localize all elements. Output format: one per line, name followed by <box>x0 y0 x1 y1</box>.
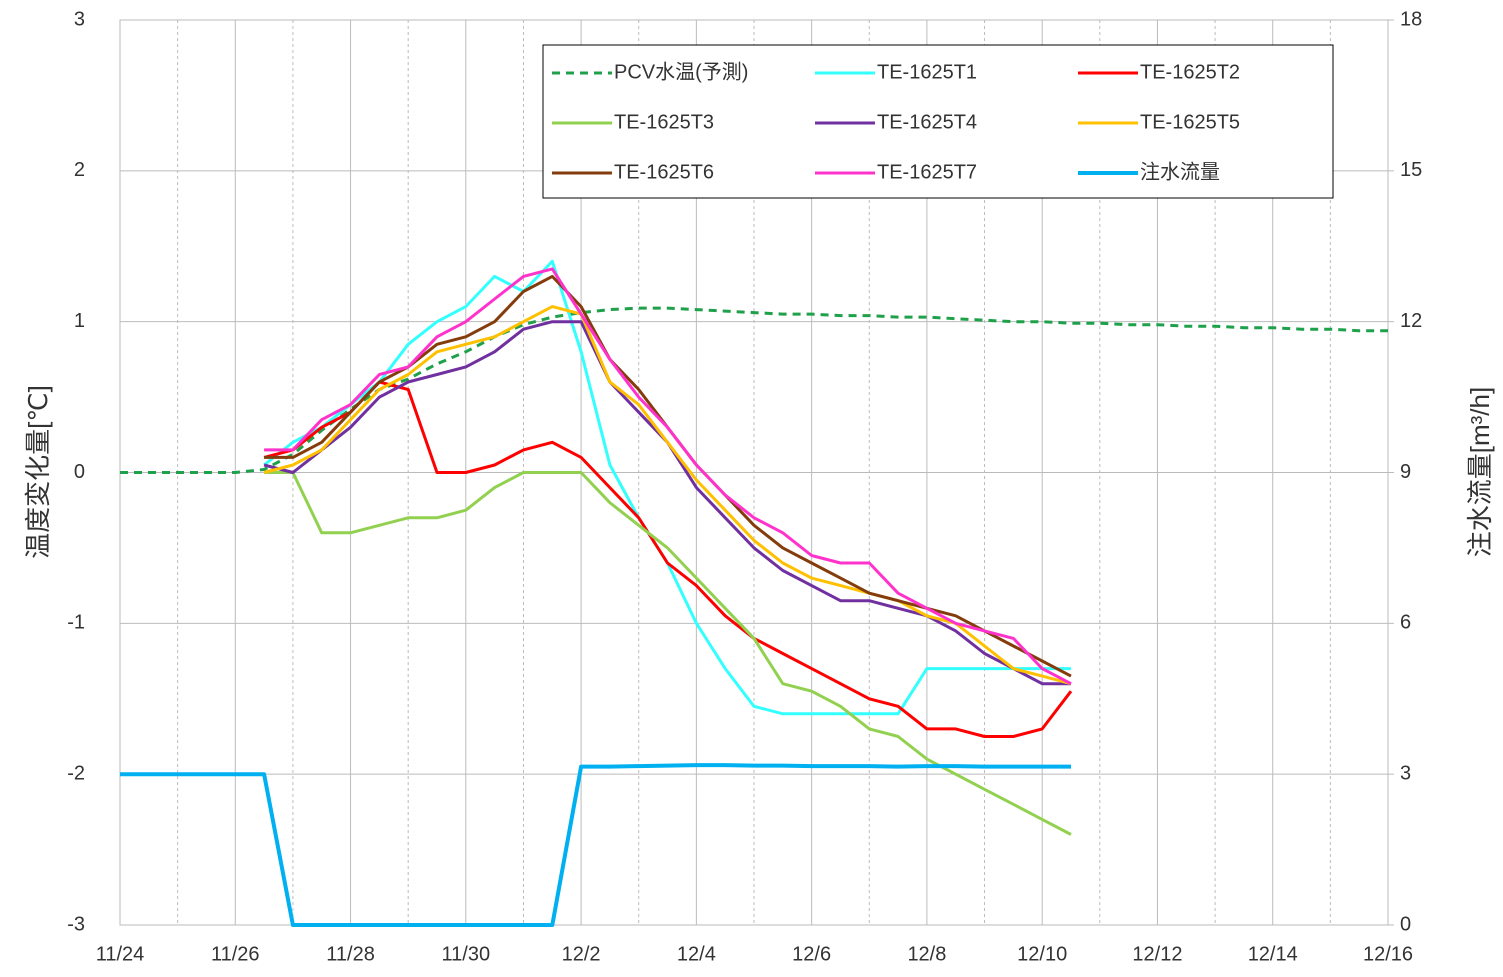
legend-label: TE-1625T3 <box>614 111 714 133</box>
y2-tick-label: 6 <box>1400 612 1411 634</box>
y2-tick-label: 0 <box>1400 913 1411 935</box>
y-tick-label: -3 <box>67 913 85 935</box>
legend-label: TE-1625T2 <box>1140 61 1240 83</box>
x-tick-label: 12/2 <box>562 943 601 965</box>
legend-label: TE-1625T7 <box>877 161 977 183</box>
series-line <box>264 471 1072 836</box>
y2-tick-label: 18 <box>1400 8 1422 30</box>
x-tick-label: 12/8 <box>907 943 946 965</box>
series-line <box>264 267 1072 686</box>
series-line <box>263 380 1073 738</box>
x-tick-label: 12/12 <box>1132 943 1182 965</box>
x-tick-label: 11/30 <box>442 943 491 965</box>
y2-tick-label: 15 <box>1400 159 1422 181</box>
legend-label: TE-1625T6 <box>614 161 714 183</box>
legend-label: TE-1625T1 <box>877 61 977 83</box>
x-tick-label: 12/16 <box>1363 943 1413 965</box>
x-tick-label: 12/10 <box>1017 943 1067 965</box>
y-tick-label: 3 <box>74 8 85 30</box>
x-tick-label: 11/28 <box>326 943 375 965</box>
y2-tick-label: 9 <box>1400 461 1411 483</box>
legend-label: TE-1625T5 <box>1140 111 1240 133</box>
x-tick-label: 12/4 <box>677 943 716 965</box>
series-line <box>120 763 1071 927</box>
legend-label: 注水流量 <box>1140 160 1220 183</box>
x-tick-label: 12/14 <box>1248 943 1298 965</box>
series-line <box>264 274 1072 678</box>
y-axis-title: 温度変化量[℃] <box>23 385 53 559</box>
y2-tick-label: 12 <box>1400 310 1422 332</box>
x-tick-label: 11/24 <box>96 943 145 965</box>
y-tick-label: -1 <box>67 612 85 634</box>
y2-axis-title: 注水流量[m³/h] <box>1465 387 1495 557</box>
legend-box <box>542 44 1334 199</box>
series-line <box>263 305 1072 686</box>
x-tick-label: 12/6 <box>792 943 831 965</box>
y2-tick-label: 3 <box>1400 762 1411 784</box>
legend-label: TE-1625T4 <box>877 111 977 133</box>
y-tick-label: -2 <box>67 762 85 784</box>
x-tick-label: 11/26 <box>211 943 260 965</box>
y-tick-label: 1 <box>74 310 85 332</box>
series-line <box>263 259 1071 716</box>
y-tick-label: 0 <box>74 461 85 483</box>
y-tick-label: 2 <box>74 159 85 181</box>
legend-label: PCV水温(予測) <box>614 60 748 83</box>
